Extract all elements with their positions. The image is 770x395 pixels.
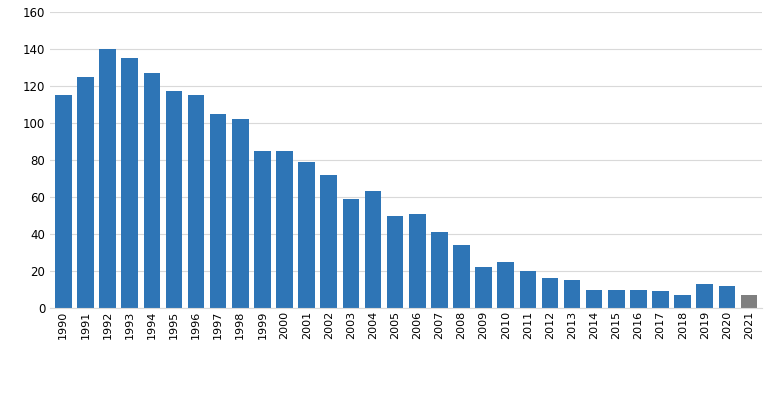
Bar: [55, 95, 72, 308]
Bar: [520, 271, 536, 308]
Bar: [497, 262, 514, 308]
Bar: [77, 77, 94, 308]
Bar: [232, 119, 249, 308]
Bar: [122, 58, 138, 308]
Bar: [99, 49, 116, 308]
Bar: [343, 199, 359, 308]
Bar: [188, 95, 204, 308]
Bar: [365, 192, 381, 308]
Bar: [431, 232, 447, 308]
Bar: [608, 290, 624, 308]
Bar: [254, 151, 271, 308]
Bar: [166, 92, 182, 308]
Bar: [143, 73, 160, 308]
Bar: [675, 295, 691, 308]
Bar: [210, 114, 226, 308]
Bar: [586, 290, 602, 308]
Bar: [630, 290, 647, 308]
Bar: [387, 216, 403, 308]
Bar: [718, 286, 735, 308]
Bar: [276, 151, 293, 308]
Bar: [409, 214, 426, 308]
Bar: [475, 267, 492, 308]
Bar: [741, 295, 758, 308]
Bar: [564, 280, 581, 308]
Bar: [298, 162, 315, 308]
Bar: [652, 292, 669, 308]
Bar: [320, 175, 337, 308]
Bar: [697, 284, 713, 308]
Bar: [454, 245, 470, 308]
Bar: [541, 278, 558, 308]
